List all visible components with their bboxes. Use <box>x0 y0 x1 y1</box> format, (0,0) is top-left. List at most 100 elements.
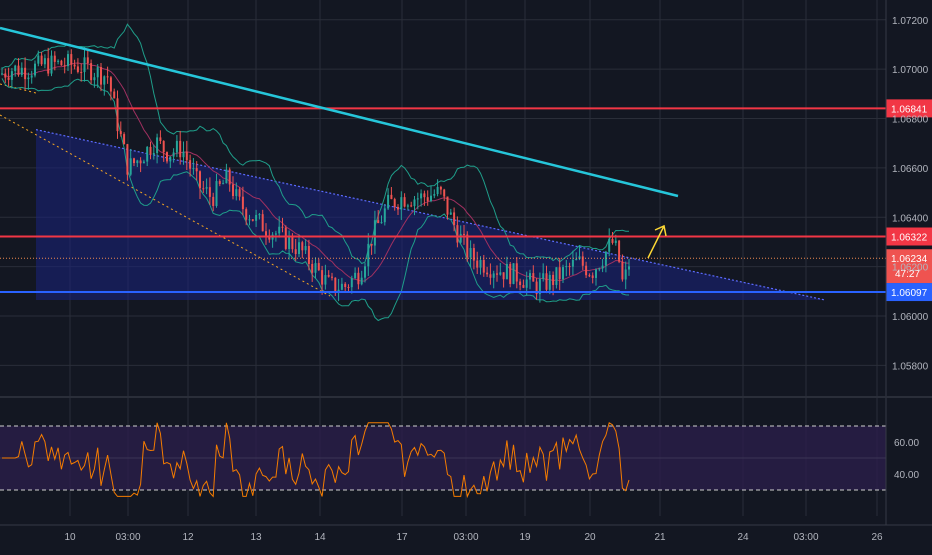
candle-body-103 <box>340 283 343 290</box>
candle-body-1 <box>4 73 7 78</box>
candle-body-189 <box>624 269 627 280</box>
candle-body-184 <box>608 238 611 252</box>
candle-body-99 <box>327 275 330 277</box>
candle-body-76 <box>251 219 254 221</box>
candle-body-188 <box>621 261 624 280</box>
candle-body-84 <box>278 226 281 234</box>
candle-body-48 <box>159 137 162 142</box>
arrow-shaft <box>647 225 665 259</box>
candle-body-154 <box>509 263 512 284</box>
candle-body-167 <box>552 274 555 285</box>
candle-body-178 <box>588 275 591 277</box>
price-tick-2: 1.06800 <box>892 115 929 126</box>
candle-body-29 <box>96 67 99 78</box>
descending-trendline <box>0 26 679 198</box>
candle-body-185 <box>611 238 614 243</box>
candle-body-101 <box>334 277 337 293</box>
time-tick-5: 17 <box>396 532 408 543</box>
candle-body-71 <box>235 189 238 197</box>
candle-body-87 <box>288 237 291 249</box>
candle-body-4 <box>14 65 17 72</box>
candle-body-180 <box>595 269 597 278</box>
candle-body-12 <box>40 55 43 65</box>
candle-body-10 <box>34 63 36 76</box>
candle-body-56 <box>185 151 188 161</box>
candle-body-163 <box>538 279 541 295</box>
candle-body-68 <box>225 169 228 184</box>
candle-body-11 <box>37 55 40 64</box>
candle-body-66 <box>218 181 221 184</box>
candle-body-132 <box>436 186 439 195</box>
candle-body-158 <box>522 285 525 288</box>
candle-body-17 <box>57 60 60 62</box>
candle-body-38 <box>126 144 129 175</box>
rsi-tick-1: 40.00 <box>894 470 919 481</box>
candle-body-186 <box>614 240 617 243</box>
moving-average-line <box>1 62 629 282</box>
candle-body-182 <box>601 265 604 269</box>
bollinger-upper-band <box>1 23 629 265</box>
candle-body-33 <box>109 77 112 92</box>
candle-body-61 <box>202 188 205 190</box>
candle-body-172 <box>568 266 571 268</box>
candle-body-22 <box>73 64 76 67</box>
candle-body-24 <box>80 71 83 73</box>
rsi-line <box>2 422 630 499</box>
candle-body-124 <box>410 205 413 207</box>
candle-body-152 <box>502 272 505 280</box>
support-price-tag <box>886 283 932 302</box>
candle-body-86 <box>284 227 287 249</box>
candle-body-43 <box>142 161 145 164</box>
time-tick-0: 10 <box>64 532 76 543</box>
candle-body-54 <box>179 140 182 158</box>
support-price-text: 1.06097 <box>891 288 928 299</box>
arrow-head <box>654 224 667 237</box>
candle-body-67 <box>222 183 225 185</box>
rsi-tick-0: 60.00 <box>894 438 919 449</box>
candle-body-170 <box>562 267 564 280</box>
candle-body-140 <box>463 233 465 235</box>
candle-body-49 <box>162 141 165 153</box>
candle-body-104 <box>344 283 347 288</box>
time-tick-7: 19 <box>519 532 531 543</box>
candle-body-166 <box>548 274 551 290</box>
candle-body-3 <box>10 71 13 80</box>
candle-body-60 <box>199 171 201 189</box>
candle-body-19 <box>63 65 66 67</box>
price-tick-6: 1.06000 <box>892 312 929 323</box>
candle-body-7 <box>24 67 27 80</box>
time-tick-2: 12 <box>182 532 194 543</box>
candle-body-175 <box>578 256 581 259</box>
candle-body-73 <box>241 196 244 210</box>
candle-body-52 <box>172 152 175 157</box>
candle-body-8 <box>27 77 30 80</box>
candle-body-55 <box>182 151 185 158</box>
time-tick-4: 14 <box>314 532 326 543</box>
candle-body-105 <box>347 287 350 289</box>
candle-body-130 <box>430 195 432 202</box>
candle-body-142 <box>469 248 472 258</box>
candle-body-94 <box>311 263 314 273</box>
candle-body-119 <box>393 199 396 208</box>
candle-body-126 <box>416 198 419 200</box>
candle-body-141 <box>466 234 469 258</box>
price-levels: 1.06841 1.06322 1.06234 47:27 1.06097 <box>0 99 932 302</box>
candle-body-85 <box>281 226 284 228</box>
candle-body-139 <box>459 233 462 243</box>
candle-body-156 <box>515 263 518 282</box>
candle-body-113 <box>373 220 376 246</box>
time-tick-3: 13 <box>250 532 262 543</box>
candle-body-95 <box>314 263 317 273</box>
candle-body-77 <box>255 214 258 221</box>
candle-body-25 <box>83 57 86 73</box>
candle-body-164 <box>542 273 545 280</box>
res-mid-price-text: 1.06322 <box>891 233 928 244</box>
candle-body-134 <box>443 189 446 197</box>
candle-body-138 <box>456 225 459 243</box>
candle-body-120 <box>397 207 399 210</box>
candle-body-147 <box>486 272 489 275</box>
candle-body-69 <box>228 169 231 185</box>
candle-body-26 <box>86 57 89 64</box>
